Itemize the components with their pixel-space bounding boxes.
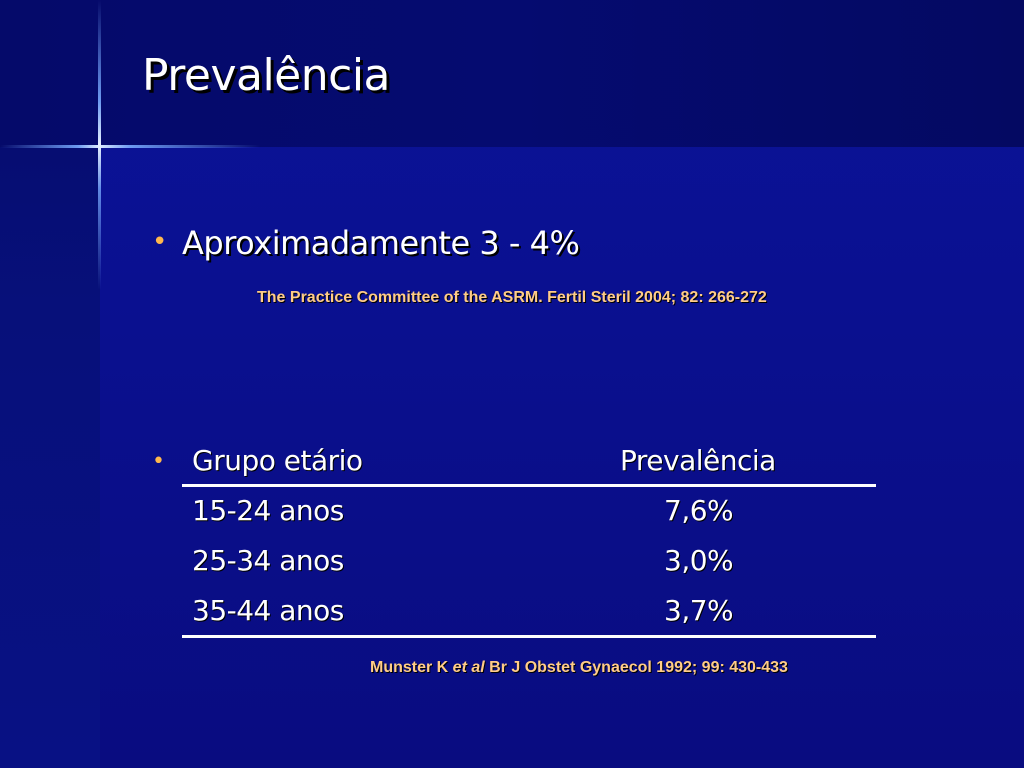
citation-asrm: The Practice Committee of the ASRM. Fert…: [257, 289, 767, 306]
table-top-rule: [182, 484, 876, 487]
citation-source: Br J Obstet Gynaecol 1992; 99: 430-433: [484, 659, 788, 676]
slide-title: Prevalência: [142, 50, 391, 101]
cell-prevalence: 7,6%: [664, 494, 734, 527]
horizontal-light-line: [0, 145, 260, 148]
table-bottom-rule: [182, 635, 876, 638]
table-row: 15-24 anos 7,6%: [0, 494, 1024, 534]
bullet-marker: •: [152, 449, 165, 474]
bullet-text-prevalence: Aproximadamente 3 - 4%: [182, 224, 580, 262]
header-prevalence: Prevalência: [620, 444, 776, 477]
table-row: 25-34 anos 3,0%: [0, 544, 1024, 584]
bullet-marker: •: [152, 227, 168, 257]
citation-munster: Munster K et al Br J Obstet Gynaecol 199…: [370, 659, 788, 677]
table-row: 35-44 anos 3,7%: [0, 594, 1024, 634]
cell-prevalence: 3,7%: [664, 594, 734, 627]
header-age-group: Grupo etário: [192, 444, 363, 477]
citation-author: Munster K: [370, 659, 453, 676]
vertical-light-line: [98, 0, 101, 290]
citation-etal: et al: [452, 659, 485, 676]
cell-age-group: 35-44 anos: [192, 594, 344, 627]
cell-prevalence: 3,0%: [664, 544, 734, 577]
title-band: [0, 0, 1024, 147]
cell-age-group: 15-24 anos: [192, 494, 344, 527]
table-header: Grupo etário Prevalência: [0, 444, 1024, 484]
cell-age-group: 25-34 anos: [192, 544, 344, 577]
